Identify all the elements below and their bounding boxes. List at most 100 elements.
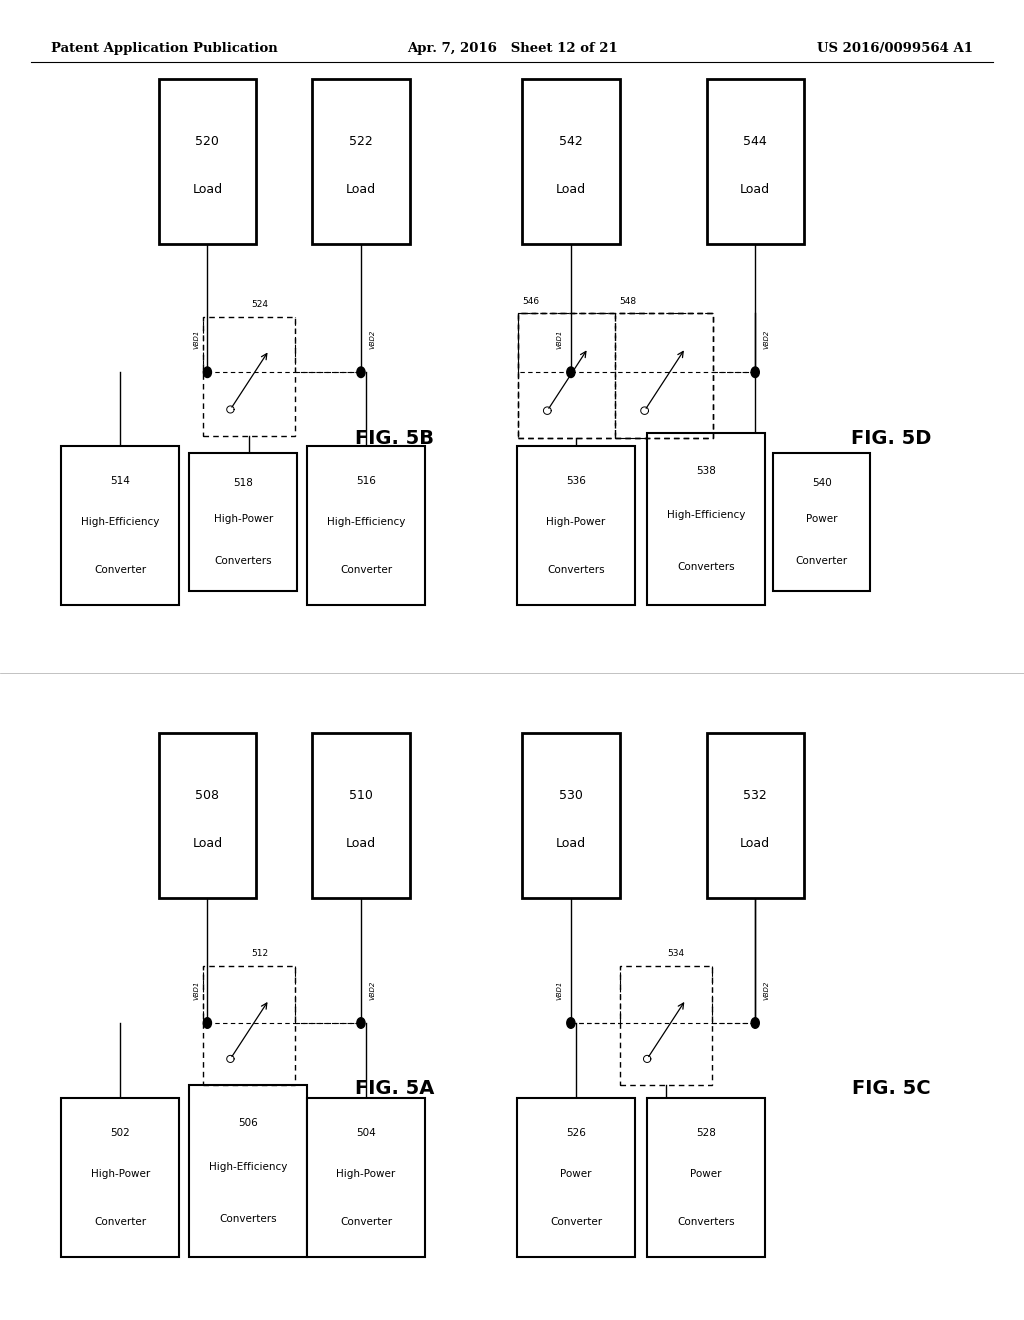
Bar	[707, 733, 804, 898]
Bar	[189, 1085, 307, 1257]
Text: Converter: Converter	[94, 565, 146, 574]
Circle shape	[567, 1018, 575, 1028]
Text: Load: Load	[556, 837, 586, 850]
Text: 504: 504	[356, 1129, 376, 1138]
Text: 524: 524	[251, 300, 268, 309]
Text: Load: Load	[556, 183, 586, 197]
Circle shape	[751, 1018, 759, 1028]
Text: 544: 544	[743, 136, 767, 148]
Bar	[647, 1098, 765, 1257]
Bar	[707, 79, 804, 244]
Text: 540: 540	[812, 478, 831, 488]
Bar	[518, 313, 713, 438]
Text: FIG. 5A: FIG. 5A	[354, 1080, 434, 1098]
Text: FIG. 5B: FIG. 5B	[354, 429, 434, 447]
Text: Converters: Converters	[677, 1217, 735, 1226]
Text: Load: Load	[193, 183, 222, 197]
Text: VBD1: VBD1	[557, 981, 563, 999]
Text: Load: Load	[740, 837, 770, 850]
Text: High-Power: High-Power	[214, 515, 272, 524]
Text: US 2016/0099564 A1: US 2016/0099564 A1	[817, 42, 973, 55]
Text: FIG. 5C: FIG. 5C	[852, 1080, 930, 1098]
Text: High-Power: High-Power	[91, 1170, 150, 1179]
Text: Power: Power	[806, 515, 838, 524]
Bar	[518, 313, 615, 438]
Text: VBD1: VBD1	[557, 330, 563, 348]
Circle shape	[356, 1018, 365, 1028]
Bar	[307, 446, 425, 605]
Text: High-Efficiency: High-Efficiency	[81, 517, 160, 527]
Text: Converter: Converter	[796, 556, 848, 566]
Text: 546: 546	[522, 297, 540, 306]
Bar	[203, 966, 295, 1085]
Bar	[159, 79, 256, 244]
Text: High-Power: High-Power	[337, 1170, 395, 1179]
Text: Converters: Converters	[214, 556, 272, 566]
Bar	[620, 966, 712, 1085]
Text: Load: Load	[346, 183, 376, 197]
Text: 508: 508	[196, 789, 219, 801]
Text: FIG. 5D: FIG. 5D	[851, 429, 931, 447]
Text: 510: 510	[349, 789, 373, 801]
Text: Converters: Converters	[677, 562, 735, 572]
Bar	[647, 433, 765, 605]
Circle shape	[203, 1018, 212, 1028]
Bar	[522, 733, 620, 898]
Bar	[61, 446, 179, 605]
Text: High-Efficiency: High-Efficiency	[667, 511, 745, 520]
Text: 536: 536	[566, 477, 586, 486]
Bar	[307, 1098, 425, 1257]
Circle shape	[567, 367, 575, 378]
Bar	[517, 446, 635, 605]
Text: Apr. 7, 2016   Sheet 12 of 21: Apr. 7, 2016 Sheet 12 of 21	[407, 42, 617, 55]
Text: 534: 534	[668, 949, 685, 958]
Text: VBD1: VBD1	[194, 330, 199, 348]
Text: High-Power: High-Power	[547, 517, 605, 527]
Text: 530: 530	[559, 789, 583, 801]
Text: VBD1: VBD1	[194, 981, 199, 999]
Text: 538: 538	[696, 466, 716, 475]
Text: Power: Power	[690, 1170, 722, 1179]
Text: 548: 548	[620, 297, 637, 306]
Text: Converter: Converter	[340, 565, 392, 574]
Circle shape	[203, 367, 212, 378]
Text: 542: 542	[559, 136, 583, 148]
Circle shape	[751, 367, 759, 378]
Bar	[312, 733, 410, 898]
Bar	[312, 79, 410, 244]
Text: 528: 528	[696, 1129, 716, 1138]
Text: 502: 502	[111, 1129, 130, 1138]
Text: Converter: Converter	[340, 1217, 392, 1226]
Text: Load: Load	[346, 837, 376, 850]
Text: Converter: Converter	[550, 1217, 602, 1226]
Text: Converter: Converter	[94, 1217, 146, 1226]
Text: High-Efficiency: High-Efficiency	[209, 1163, 288, 1172]
Text: VBD2: VBD2	[369, 981, 375, 999]
Bar	[203, 317, 295, 436]
Bar	[517, 1098, 635, 1257]
Text: 532: 532	[743, 789, 767, 801]
Text: 512: 512	[251, 949, 268, 958]
Text: 518: 518	[233, 478, 253, 488]
Text: High-Efficiency: High-Efficiency	[327, 517, 406, 527]
Text: Converters: Converters	[547, 565, 605, 574]
Text: VBD2: VBD2	[369, 330, 375, 348]
Bar	[189, 453, 297, 591]
Text: 526: 526	[566, 1129, 586, 1138]
Text: VBD2: VBD2	[763, 981, 769, 999]
Text: 516: 516	[356, 477, 376, 486]
Text: 520: 520	[196, 136, 219, 148]
Bar	[773, 453, 870, 591]
Text: Power: Power	[560, 1170, 592, 1179]
Text: Load: Load	[740, 183, 770, 197]
Text: 514: 514	[111, 477, 130, 486]
Text: Converters: Converters	[219, 1214, 278, 1224]
Bar	[61, 1098, 179, 1257]
Text: Load: Load	[193, 837, 222, 850]
Text: Patent Application Publication: Patent Application Publication	[51, 42, 278, 55]
Bar	[159, 733, 256, 898]
Text: 522: 522	[349, 136, 373, 148]
Bar	[522, 79, 620, 244]
Text: 506: 506	[239, 1118, 258, 1127]
Text: VBD2: VBD2	[763, 330, 769, 348]
